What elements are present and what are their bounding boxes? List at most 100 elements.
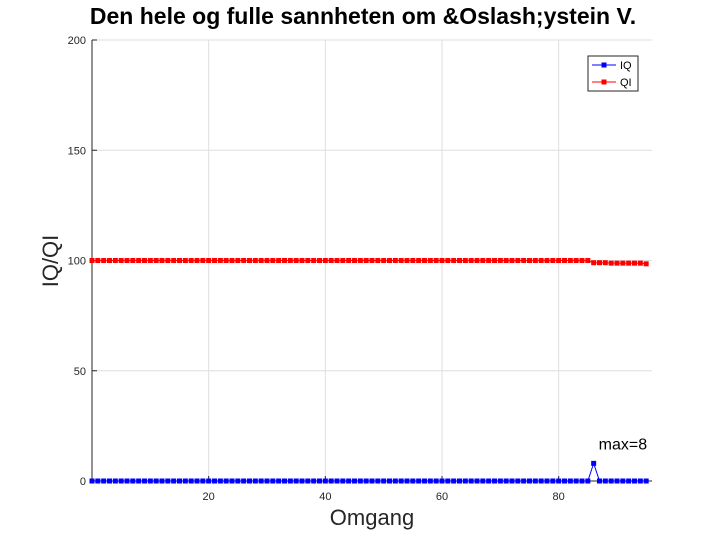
- data-point-qi-55: [410, 258, 416, 263]
- data-point-qi-24: [229, 258, 235, 263]
- data-point-iq-36: [299, 478, 305, 484]
- data-point-iq-93: [632, 478, 637, 484]
- data-point-iq-63: [457, 478, 462, 484]
- data-point-iq-94: [637, 478, 643, 484]
- annotation-0: max=8: [599, 436, 648, 453]
- data-point-qi-95: [643, 261, 649, 267]
- data-point-iq-20: [206, 478, 212, 484]
- data-point-qi-27: [247, 258, 252, 263]
- data-point-qi-25: [235, 258, 241, 263]
- data-point-qi-54: [404, 258, 410, 263]
- legend-label-iq: IQ: [620, 60, 632, 72]
- data-point-qi-13: [165, 258, 171, 263]
- data-point-iq-1: [95, 478, 101, 484]
- data-point-iq-21: [212, 478, 217, 484]
- data-point-qi-43: [340, 258, 346, 263]
- data-point-qi-68: [486, 258, 492, 263]
- data-point-qi-51: [387, 258, 392, 263]
- data-point-iq-3: [107, 478, 112, 484]
- data-point-qi-83: [573, 258, 579, 263]
- series-group: [89, 258, 649, 484]
- data-point-qi-63: [457, 258, 462, 263]
- data-point-qi-87: [597, 260, 602, 266]
- data-point-iq-4: [112, 478, 118, 484]
- data-point-iq-22: [217, 478, 223, 484]
- data-point-iq-62: [451, 478, 457, 484]
- data-point-qi-69: [492, 258, 497, 263]
- data-point-iq-10: [147, 478, 153, 484]
- data-point-qi-62: [451, 258, 457, 263]
- data-point-iq-84: [579, 478, 585, 484]
- data-point-iq-78: [544, 478, 550, 484]
- data-point-iq-49: [375, 478, 381, 484]
- data-point-iq-48: [369, 478, 375, 484]
- data-point-qi-2: [101, 258, 107, 263]
- legend: IQ QI: [587, 55, 639, 92]
- data-point-iq-35: [293, 478, 299, 484]
- data-point-iq-25: [235, 478, 241, 484]
- data-point-qi-47: [363, 258, 369, 263]
- data-point-qi-32: [276, 258, 282, 263]
- data-point-qi-91: [620, 260, 626, 266]
- data-point-qi-33: [282, 258, 287, 263]
- data-point-iq-15: [177, 478, 182, 484]
- data-point-qi-30: [264, 258, 270, 263]
- data-point-iq-27: [247, 478, 252, 484]
- data-point-qi-18: [194, 258, 200, 263]
- data-point-qi-12: [159, 258, 165, 263]
- data-point-qi-66: [474, 258, 480, 263]
- data-point-qi-5: [118, 258, 124, 263]
- data-point-qi-9: [142, 258, 147, 263]
- data-point-iq-37: [305, 478, 311, 484]
- data-point-iq-76: [532, 478, 538, 484]
- data-point-qi-37: [305, 258, 311, 263]
- data-point-iq-61: [445, 478, 451, 484]
- data-point-iq-38: [311, 478, 317, 484]
- data-point-qi-89: [608, 260, 614, 266]
- data-point-qi-36: [299, 258, 305, 263]
- data-point-qi-86: [591, 260, 597, 266]
- data-point-iq-68: [486, 478, 492, 484]
- data-point-iq-2: [101, 478, 107, 484]
- data-point-qi-29: [258, 258, 264, 263]
- data-point-iq-73: [515, 478, 521, 484]
- y-tick-label-0: 0: [80, 476, 86, 488]
- data-point-iq-33: [282, 478, 287, 484]
- data-point-qi-31: [270, 258, 276, 263]
- data-point-iq-29: [258, 478, 264, 484]
- data-point-qi-88: [602, 260, 608, 266]
- data-point-iq-34: [287, 478, 293, 484]
- data-point-iq-55: [410, 478, 416, 484]
- annotations: max=8: [599, 436, 648, 453]
- data-point-iq-40: [322, 478, 328, 484]
- legend-label-qi: QI: [620, 77, 632, 89]
- data-point-iq-18: [194, 478, 200, 484]
- data-point-qi-39: [317, 258, 322, 263]
- data-point-qi-21: [212, 258, 217, 263]
- data-point-iq-87: [597, 478, 602, 484]
- data-point-qi-78: [544, 258, 550, 263]
- data-point-iq-12: [159, 478, 165, 484]
- data-point-iq-65: [468, 478, 474, 484]
- data-point-iq-42: [334, 478, 340, 484]
- data-point-iq-45: [352, 478, 357, 484]
- data-point-iq-86: [591, 460, 597, 466]
- data-point-qi-0: [89, 258, 95, 263]
- data-point-iq-77: [538, 478, 544, 484]
- chart-title: Den hele og fulle sannheten om &Oslash;y…: [90, 3, 636, 29]
- x-axis-label: Omgang: [330, 505, 414, 530]
- data-point-iq-72: [509, 478, 515, 484]
- data-point-qi-22: [217, 258, 223, 263]
- data-point-iq-64: [462, 478, 468, 484]
- data-point-qi-19: [200, 258, 206, 263]
- data-point-iq-89: [608, 478, 614, 484]
- data-point-qi-15: [177, 258, 182, 263]
- series-line-iq: [92, 461, 647, 482]
- y-ticks: 0 50 100 150 200: [68, 35, 97, 488]
- data-point-iq-17: [188, 478, 194, 484]
- data-point-iq-0: [89, 478, 95, 484]
- data-point-qi-84: [579, 258, 585, 263]
- data-point-iq-58: [427, 478, 433, 484]
- legend-marker-iq: [601, 62, 607, 68]
